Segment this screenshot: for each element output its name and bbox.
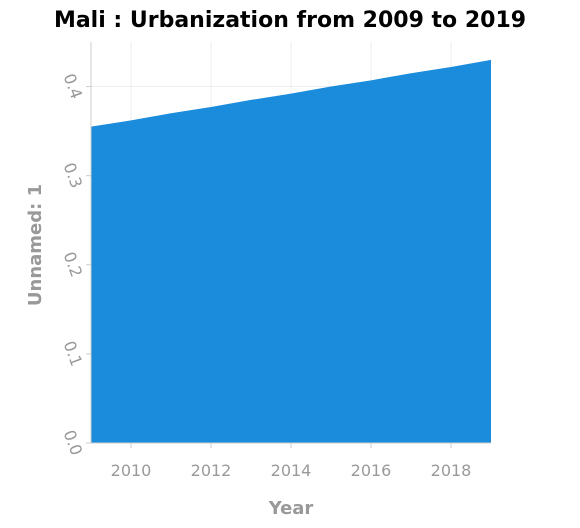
x-tick-label: 2012: [191, 461, 232, 480]
y-tick-label: 0.2: [60, 249, 87, 279]
y-tick-label: 0.1: [60, 338, 87, 368]
x-tick-label: 2010: [111, 461, 152, 480]
y-tick-label: 0.4: [60, 71, 87, 101]
area-series: [91, 60, 491, 443]
x-tick-label: 2014: [271, 461, 312, 480]
x-tick-label: 2016: [351, 461, 392, 480]
y-tick-label: 0.3: [60, 160, 87, 190]
x-axis-label: Year: [268, 498, 314, 519]
y-tick-label: 0.0: [60, 427, 87, 457]
y-axis-ticks: 0.0 0.1 0.2 0.3 0.4: [60, 71, 91, 458]
area-layer: [91, 60, 491, 443]
x-tick-label: 2018: [431, 461, 472, 480]
x-axis-ticks: 2010 2012 2014 2016 2018: [111, 443, 472, 480]
y-axis-label: Unnamed: 1: [25, 184, 46, 306]
